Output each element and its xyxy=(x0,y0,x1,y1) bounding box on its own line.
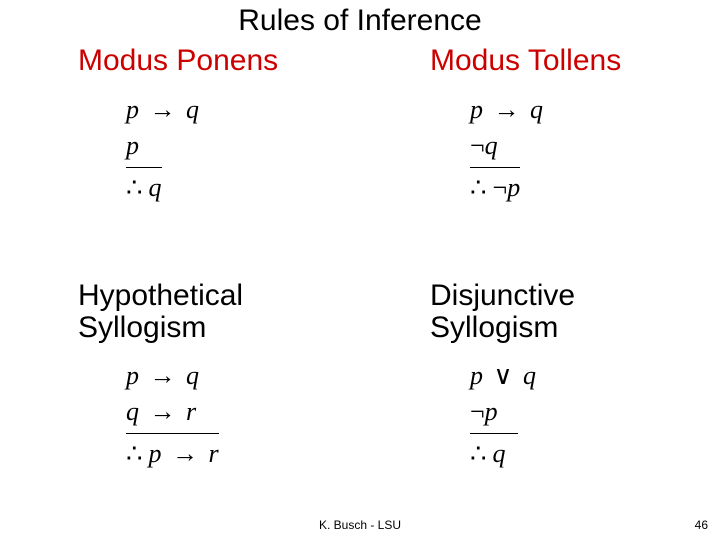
rule-title-disjunctive-syllogism: Disjunctive Syllogism xyxy=(430,280,575,343)
footer-author: K. Busch - LSU xyxy=(0,518,720,532)
hs-premise2: q → r xyxy=(126,394,219,430)
mt-conclusion: ∴¬p xyxy=(470,167,520,206)
hs-line1: Hypothetical xyxy=(78,279,243,312)
mp-premise1: p → q xyxy=(126,92,199,128)
slide: Rules of Inference Modus Ponens Modus To… xyxy=(0,0,720,540)
formula-disjunctive-syllogism: p ∨ q ¬p ∴q xyxy=(470,358,536,472)
ds-line1: Disjunctive xyxy=(430,279,575,312)
mt-premise1: p → q xyxy=(470,92,543,128)
mp-premise2: p xyxy=(126,128,199,164)
formula-modus-tollens: p → q ¬q ∴¬p xyxy=(470,92,543,206)
slide-title: Rules of Inference xyxy=(0,4,720,38)
formula-hypothetical-syllogism: p → q q → r ∴p → r xyxy=(126,358,219,472)
rule-title-modus-tollens: Modus Tollens xyxy=(430,44,621,78)
ds-line2: Syllogism xyxy=(430,311,558,344)
hs-conclusion: ∴p → r xyxy=(126,433,219,472)
ds-premise2: ¬p xyxy=(470,394,536,430)
rule-title-hypothetical-syllogism: Hypothetical Syllogism xyxy=(78,280,243,343)
rule-title-modus-ponens: Modus Ponens xyxy=(78,44,278,78)
ds-conclusion: ∴q xyxy=(470,433,518,472)
page-number: 46 xyxy=(695,518,708,532)
mt-premise2: ¬q xyxy=(470,128,543,164)
formula-modus-ponens: p → q p ∴q xyxy=(126,92,199,206)
hs-line2: Syllogism xyxy=(78,311,206,344)
hs-premise1: p → q xyxy=(126,358,219,394)
ds-premise1: p ∨ q xyxy=(470,358,536,394)
mp-conclusion: ∴q xyxy=(126,167,162,206)
